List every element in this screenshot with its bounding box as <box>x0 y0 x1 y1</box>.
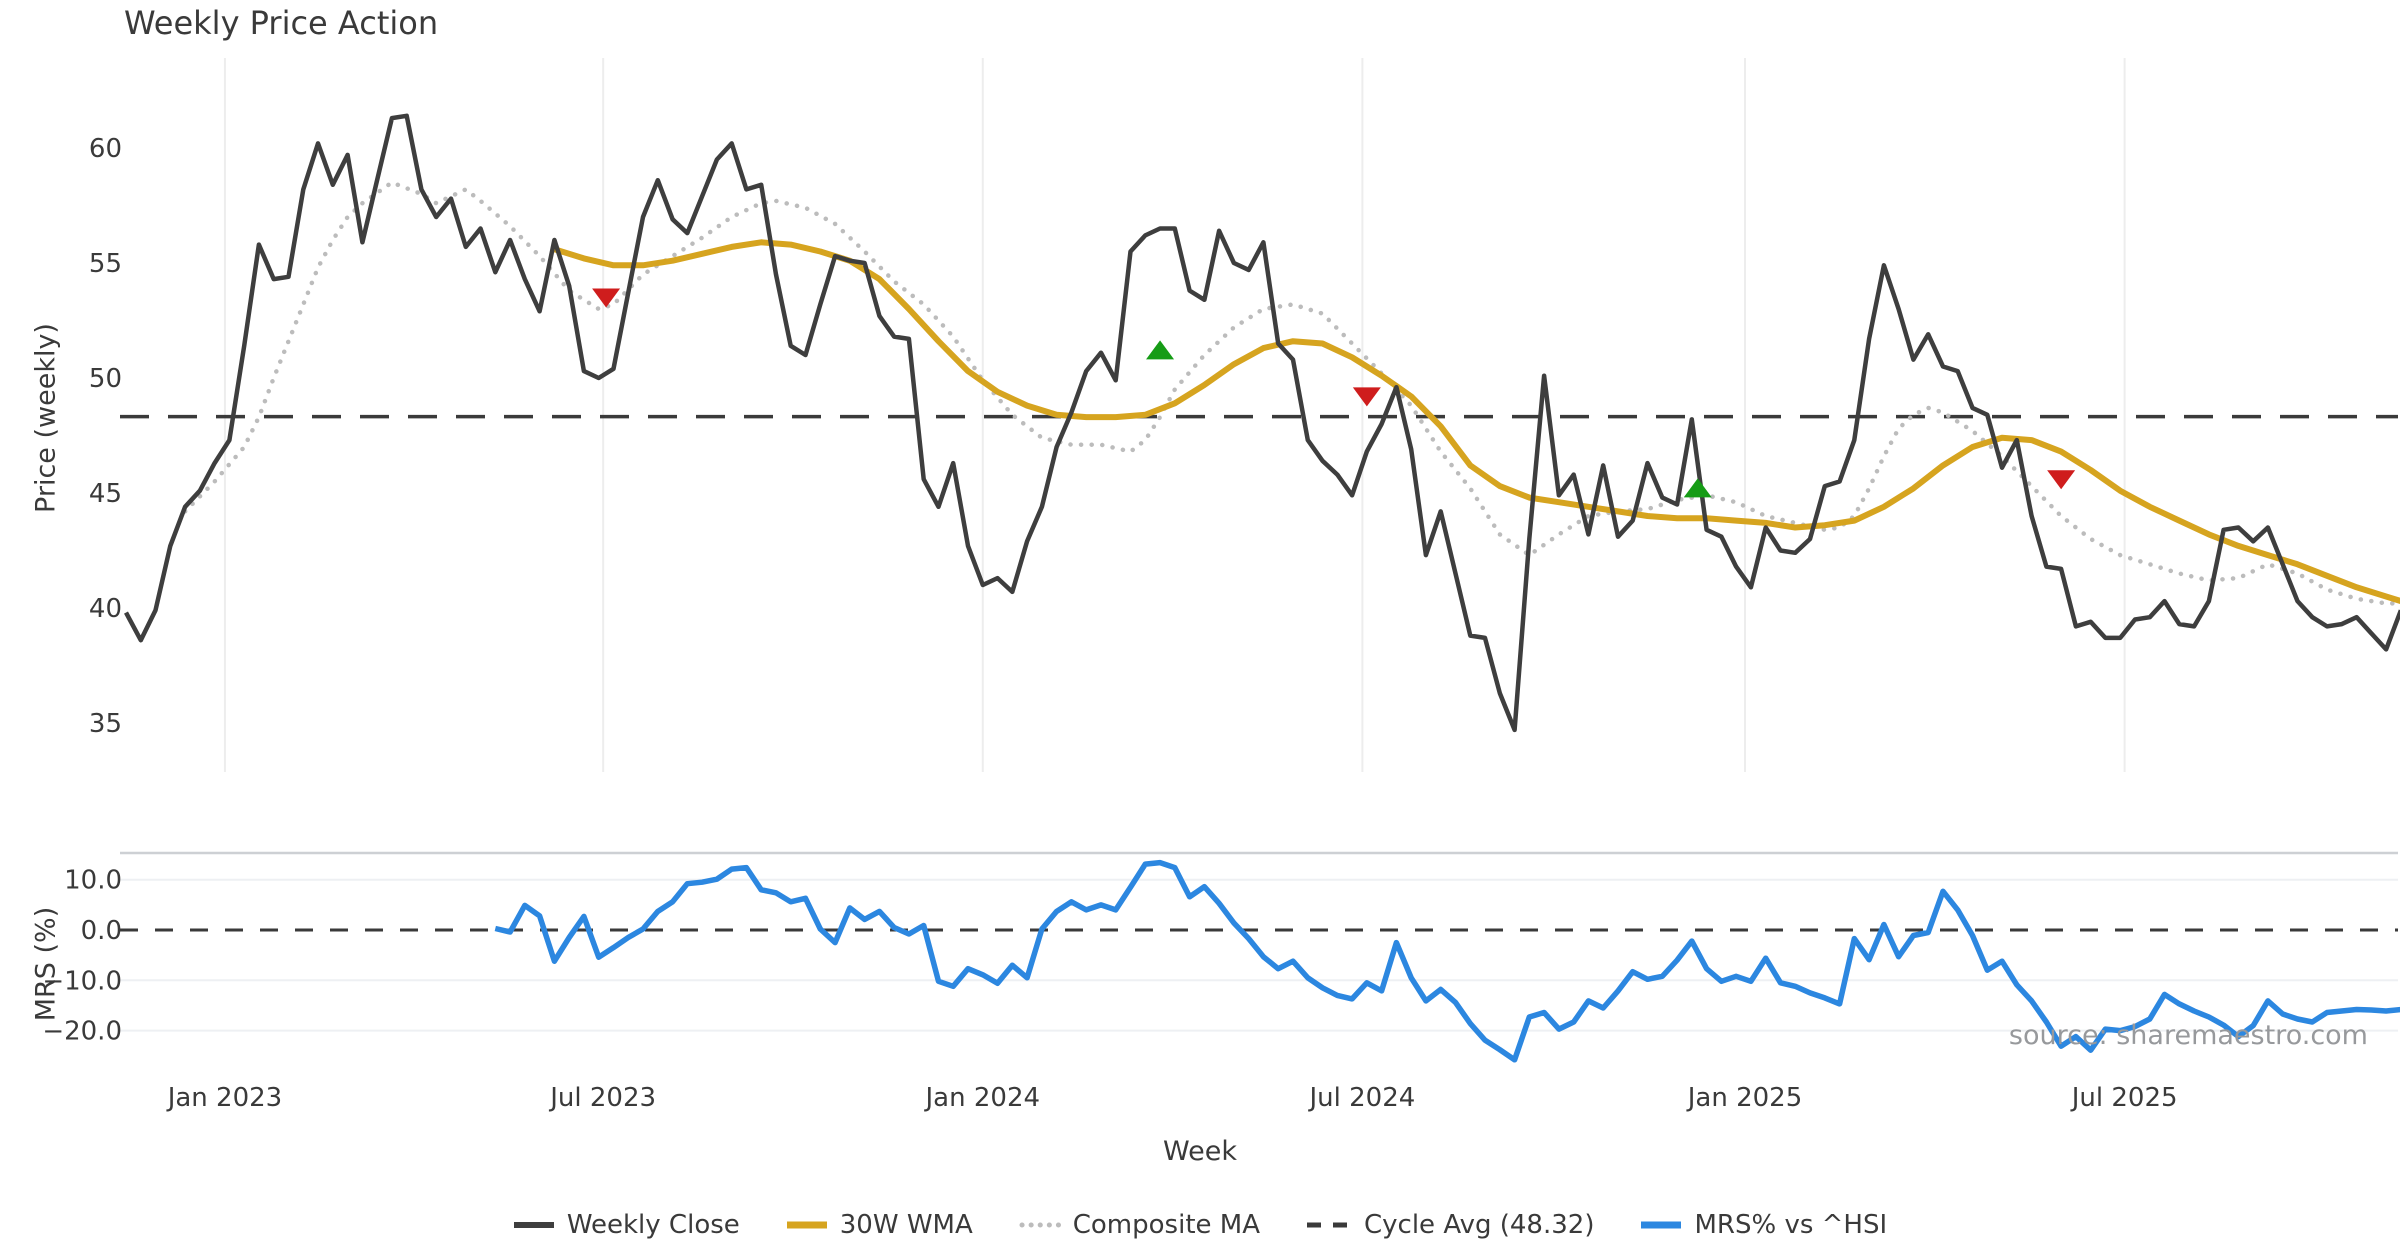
price-tick-label: 60 <box>89 134 122 164</box>
dotted-line-swatch-icon <box>1019 1222 1061 1228</box>
legend-item-mrs: MRS% vs ^HSI <box>1640 1210 1887 1240</box>
legend-item-30w-wma: 30W WMA <box>786 1210 973 1240</box>
x-axis-label: Week <box>1163 1136 1237 1167</box>
solid-line-swatch-icon <box>786 1221 827 1229</box>
price-tick-label: 55 <box>89 249 122 279</box>
x-tick-label: Jul 2024 <box>1308 1083 1416 1113</box>
legend-label: 30W WMA <box>839 1210 973 1240</box>
mrs-tick-label: 0.0 <box>81 916 122 946</box>
buy-signal-marker <box>1683 478 1712 498</box>
price-tick-label: 45 <box>89 479 122 509</box>
x-tick-label: Jul 2025 <box>2070 1083 2178 1113</box>
price-tick-label: 50 <box>89 364 122 394</box>
wma-30w-line <box>551 239 2400 604</box>
sell-signal-marker <box>1352 387 1381 407</box>
x-tick-label: Jul 2023 <box>548 1083 656 1113</box>
x-tick-label: Jan 2023 <box>166 1083 283 1113</box>
weekly-close-line <box>124 113 2400 733</box>
x-axis-ticks: Jan 2023 Jul 2023 Jan 2024 Jul 2024 Jan 2025… <box>166 1083 2178 1113</box>
legend-label: Cycle Avg (48.32) <box>1364 1210 1595 1240</box>
dashed-line-swatch-icon <box>1307 1222 1351 1228</box>
solid-line-swatch-icon <box>1641 1221 1682 1229</box>
legend-label: MRS% vs ^HSI <box>1694 1210 1888 1240</box>
sell-signal-marker <box>592 288 621 308</box>
x-tick-label: Jan 2024 <box>924 1083 1041 1113</box>
legend: Weekly Close 30W WMA Composite MA Cycle … <box>0 1210 2400 1240</box>
legend-item-composite-ma: Composite MA <box>1019 1210 1260 1240</box>
price-tick-label: 35 <box>89 709 122 739</box>
composite-ma-line <box>182 179 2400 606</box>
legend-label: Composite MA <box>1072 1210 1260 1240</box>
y-axis-ticks-mrs: 10.0 0.0 −10.0 −20.0 <box>42 866 122 1047</box>
chart-title: Weekly Price Action <box>124 4 439 42</box>
bottom-panel-gridlines <box>120 851 2398 1032</box>
price-tick-label: 40 <box>89 594 122 624</box>
x-tick-label: Jan 2025 <box>1686 1083 1803 1113</box>
mrs-tick-label: −20.0 <box>42 1017 122 1047</box>
legend-item-cycle-avg: Cycle Avg (48.32) <box>1306 1210 1594 1240</box>
solid-line-swatch-icon <box>513 1222 554 1228</box>
mrs-tick-label: −10.0 <box>42 966 122 996</box>
legend-label: Weekly Close <box>566 1210 740 1240</box>
source-note: source: sharemaestro.com <box>2008 1020 2368 1051</box>
legend-item-weekly-close: Weekly Close <box>513 1210 740 1240</box>
y-axis-ticks-price: 60 55 50 45 40 35 <box>89 134 122 739</box>
signal-markers <box>592 288 2076 498</box>
mrs-tick-label: 10.0 <box>64 866 122 896</box>
buy-signal-marker <box>1146 340 1175 360</box>
mrs-line <box>494 859 2400 1063</box>
sell-signal-marker <box>2047 470 2076 490</box>
